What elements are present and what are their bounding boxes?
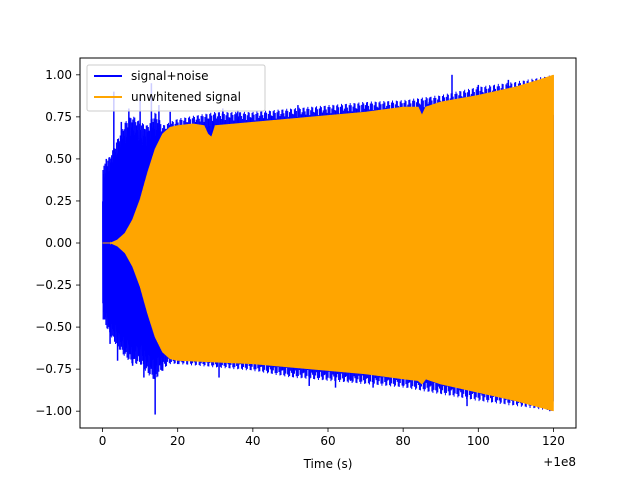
legend-box <box>86 64 266 112</box>
x-axis-label: Time (s) <box>303 457 353 471</box>
y-tick-label: 0.50 <box>45 152 72 166</box>
y-tick-label: −0.75 <box>35 362 72 376</box>
x-tick-label: 100 <box>467 434 490 448</box>
legend-label-signal-noise: signal+noise <box>131 69 208 83</box>
x-tick-label: 0 <box>99 434 107 448</box>
y-tick-label: −1.00 <box>35 404 72 418</box>
y-tick-label: −0.25 <box>35 278 72 292</box>
x-offset-label: +1e8 <box>543 455 576 469</box>
x-tick-label: 20 <box>170 434 185 448</box>
y-tick-label: 1.00 <box>45 68 72 82</box>
y-tick-label: 0.75 <box>45 110 72 124</box>
series-layer <box>102 74 554 415</box>
y-tick-label: 0.00 <box>45 236 72 250</box>
legend-label-unwhitened-signal: unwhitened signal <box>131 90 241 104</box>
legend: signal+noise unwhitened signal <box>86 64 266 112</box>
x-tick-label: 120 <box>542 434 565 448</box>
x-tick-label: 40 <box>245 434 260 448</box>
series-line-unwhitened-signal <box>102 74 554 412</box>
y-axis: 1.00 0.75 0.50 0.25 0.00 −0.25 −0.50 −0.75 −1.00 <box>35 68 80 418</box>
x-tick-label: 60 <box>320 434 335 448</box>
x-tick-label: 80 <box>396 434 411 448</box>
y-tick-label: −0.50 <box>35 320 72 334</box>
x-axis: 0 20 40 60 80 100 120 <box>99 428 565 448</box>
y-tick-label: 0.25 <box>45 194 72 208</box>
